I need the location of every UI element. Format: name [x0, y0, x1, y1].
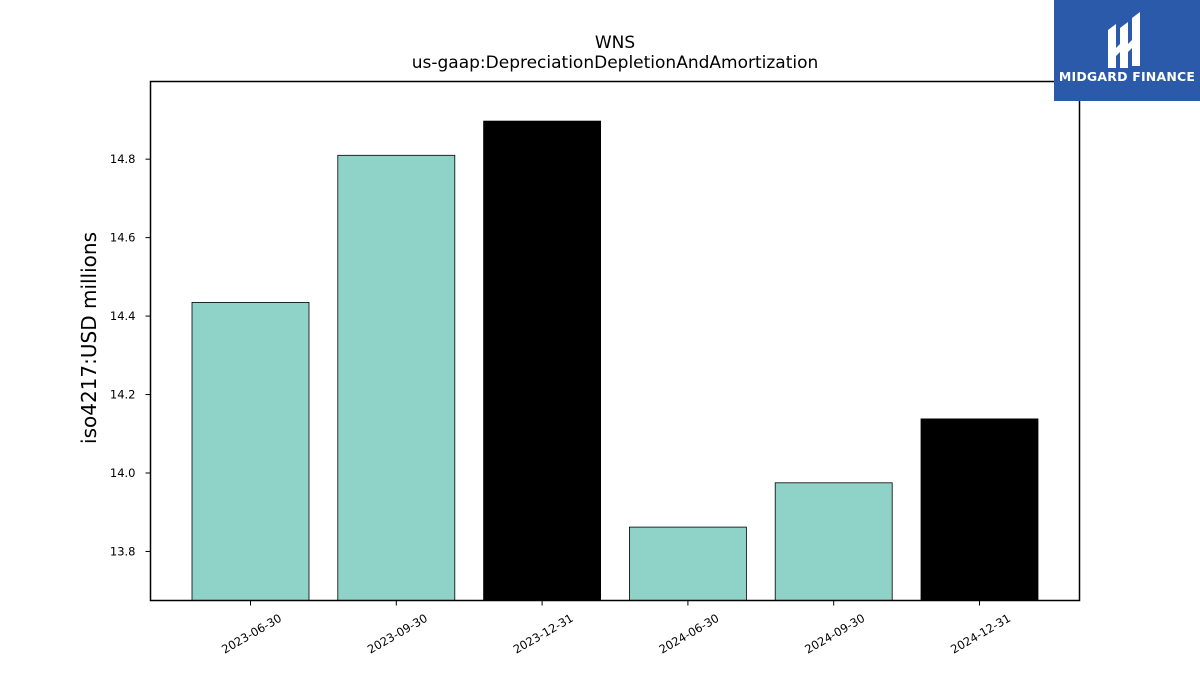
y-tick-label: 14.6	[110, 231, 136, 245]
bar-2024-09-30	[774, 482, 893, 601]
bar-2023-09-30	[337, 154, 456, 601]
bar-2024-06-30	[629, 526, 747, 601]
x-tick-label: 2023-12-31	[511, 611, 576, 657]
brand-name: MIDGARD FINANCE	[1058, 69, 1196, 84]
x-tick-label: 2023-06-30	[219, 611, 284, 657]
x-tick-label: 2023-09-30	[365, 611, 430, 657]
x-tick-label: 2024-06-30	[657, 611, 722, 657]
x-tick-label: 2024-09-30	[802, 611, 867, 657]
y-tick-label: 13.8	[110, 544, 136, 558]
x-tick-label: 2024-12-31	[948, 611, 1013, 657]
y-tick-label: 14.2	[110, 388, 136, 402]
x-axis-ticks: 2023-06-30 2023-09-30 2023-12-31 2024-06-30…	[219, 600, 1013, 657]
y-tick-label: 14.4	[110, 309, 136, 323]
bar-2024-12-31	[920, 418, 1039, 601]
midgard-finance-logo: MIDGARD FINANCE	[1054, 0, 1200, 101]
y-tick-label: 14.8	[110, 152, 136, 166]
y-tick-label: 14.0	[110, 466, 136, 480]
y-axis-ticks: 13.8 14.0 14.2 14.4 14.6 14.8	[110, 152, 151, 558]
bar-2023-06-30	[191, 301, 310, 601]
y-axis-label: iso4217:USD millions	[77, 232, 101, 444]
plot-frame	[149, 80, 1081, 602]
chart-title: WNS	[595, 33, 635, 53]
midgard-logo-icon	[1108, 12, 1140, 68]
chart-subtitle: us-gaap:DepreciationDepletionAndAmortiza…	[412, 53, 819, 73]
bars-layer	[191, 120, 1039, 601]
bar-2023-12-31	[483, 120, 602, 601]
